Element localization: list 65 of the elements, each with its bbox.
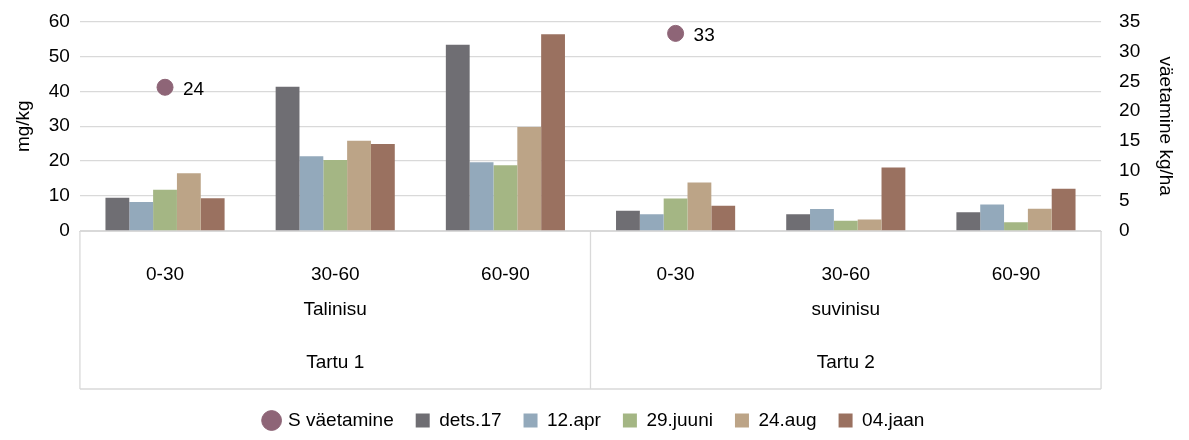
bar xyxy=(299,156,324,231)
bar xyxy=(1004,222,1028,231)
legend-label: 24.aug xyxy=(758,408,817,430)
y2-tick-label: 0 xyxy=(1119,219,1130,241)
y-tick-label: 30 xyxy=(48,114,70,136)
bar xyxy=(857,219,882,231)
y2-tick-label: 5 xyxy=(1119,189,1130,211)
y2-tick-label: 25 xyxy=(1119,69,1141,91)
legend-label: S väetamine xyxy=(288,408,394,430)
bar xyxy=(323,160,348,231)
x-tick-label: 60-90 xyxy=(481,262,530,284)
x-tick-label: 0-30 xyxy=(146,262,185,284)
bar xyxy=(200,198,225,231)
y2-tick-label: 10 xyxy=(1119,159,1141,181)
y-tick-label: 20 xyxy=(48,149,70,171)
bar xyxy=(810,208,834,231)
data-label: 33 xyxy=(693,23,715,45)
text: suvinisu xyxy=(811,298,881,320)
bar xyxy=(105,197,130,231)
bar xyxy=(493,165,518,231)
y-tick-label: 60 xyxy=(48,9,70,31)
y-tick-label: 10 xyxy=(48,184,70,206)
y2-tick-label: 20 xyxy=(1119,99,1141,121)
y-tick-label: 50 xyxy=(48,44,70,66)
bar xyxy=(881,167,906,231)
bar xyxy=(956,212,981,231)
y2-tick-label: 30 xyxy=(1119,39,1141,61)
legend-label: 04.jaan xyxy=(862,408,925,430)
text: Tartu 2 xyxy=(816,350,875,372)
bar xyxy=(445,44,470,231)
bar xyxy=(541,34,565,231)
bar xyxy=(176,173,201,231)
bar xyxy=(616,210,640,231)
x-tick-label: 30-60 xyxy=(821,262,871,284)
y-tick-label: 40 xyxy=(48,79,70,101)
bar xyxy=(1051,188,1076,231)
x-tick-label: 30-60 xyxy=(310,262,360,284)
y-axis-title: mg/kg xyxy=(11,100,33,153)
x-tick-label: 0-30 xyxy=(656,262,695,284)
bar xyxy=(711,205,736,231)
bar xyxy=(1027,208,1052,231)
bar xyxy=(469,162,494,231)
y2-axis-title: väetamine kg/ha xyxy=(1156,56,1178,197)
text: Tartu 1 xyxy=(306,350,365,372)
legend-label: 12.apr xyxy=(547,408,602,430)
data-label: 24 xyxy=(183,77,205,99)
bar xyxy=(153,189,177,231)
bar xyxy=(687,182,712,231)
bar xyxy=(639,214,664,231)
bar xyxy=(833,220,858,231)
bar xyxy=(275,86,300,231)
x-tick-label: 60-90 xyxy=(991,262,1041,284)
bar xyxy=(347,140,371,231)
text: Talinisu xyxy=(303,298,367,320)
bar xyxy=(786,214,811,231)
bar xyxy=(129,202,154,231)
bar xyxy=(980,204,1005,231)
bar xyxy=(370,144,395,231)
y2-tick-label: 15 xyxy=(1119,129,1141,151)
bar xyxy=(517,126,542,231)
bar xyxy=(663,198,688,231)
legend-label: 29.juuni xyxy=(646,408,713,430)
y-tick-label: 0 xyxy=(59,219,70,241)
legend-label: dets.17 xyxy=(439,408,502,430)
y2-tick-label: 35 xyxy=(1119,9,1141,31)
